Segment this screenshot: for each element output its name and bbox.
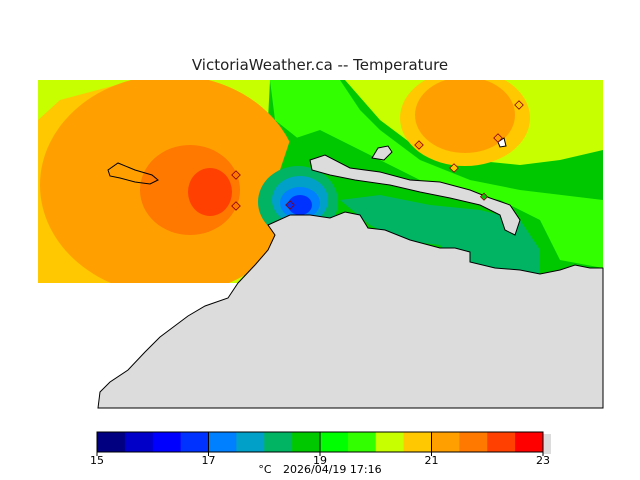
station-markers <box>231 100 524 211</box>
station-marker[interactable] <box>514 100 524 110</box>
legend-tick-label: 15 <box>90 454 104 467</box>
station-marker[interactable] <box>493 133 503 143</box>
legend-swatch <box>264 432 293 452</box>
legend-swatch <box>515 432 544 452</box>
legend-swatch <box>459 432 488 452</box>
legend-swatch <box>431 432 460 452</box>
land-area <box>97 137 604 409</box>
legend-swatch <box>487 432 516 452</box>
unit-label: °C <box>258 463 272 476</box>
footer: °C 2026/04/19 17:16 <box>0 463 640 476</box>
legend-ticks: 15 17 19 21 23 <box>90 432 550 467</box>
legend-swatch <box>403 432 432 452</box>
legend-tick-label: 17 <box>202 454 216 467</box>
station-marker[interactable] <box>285 200 295 210</box>
legend-swatch <box>320 432 349 452</box>
legend-tick-label: 21 <box>425 454 439 467</box>
station-marker[interactable] <box>449 163 459 173</box>
station-marker[interactable] <box>231 170 241 180</box>
legend-tick-label: 19 <box>313 454 327 467</box>
legend-colorbar <box>96 431 551 454</box>
legend-swatch <box>375 432 405 452</box>
legend-swatch <box>124 432 154 452</box>
legend-swatch <box>97 432 126 452</box>
timestamp: 2026/04/19 17:16 <box>283 463 382 476</box>
station-marker[interactable] <box>414 140 424 150</box>
legend-swatch <box>292 432 321 452</box>
station-marker[interactable] <box>231 201 241 211</box>
legend-tick-label: 23 <box>536 454 550 467</box>
legend-swatch <box>180 432 209 452</box>
legend-swatch <box>152 432 182 452</box>
map-title: VictoriaWeather.ca -- Temperature <box>191 56 449 74</box>
legend-swatch <box>347 432 377 452</box>
legend-shadow <box>543 434 551 454</box>
legend-swatch <box>236 432 265 452</box>
legend-swatch <box>208 432 237 452</box>
station-marker[interactable] <box>479 192 489 201</box>
